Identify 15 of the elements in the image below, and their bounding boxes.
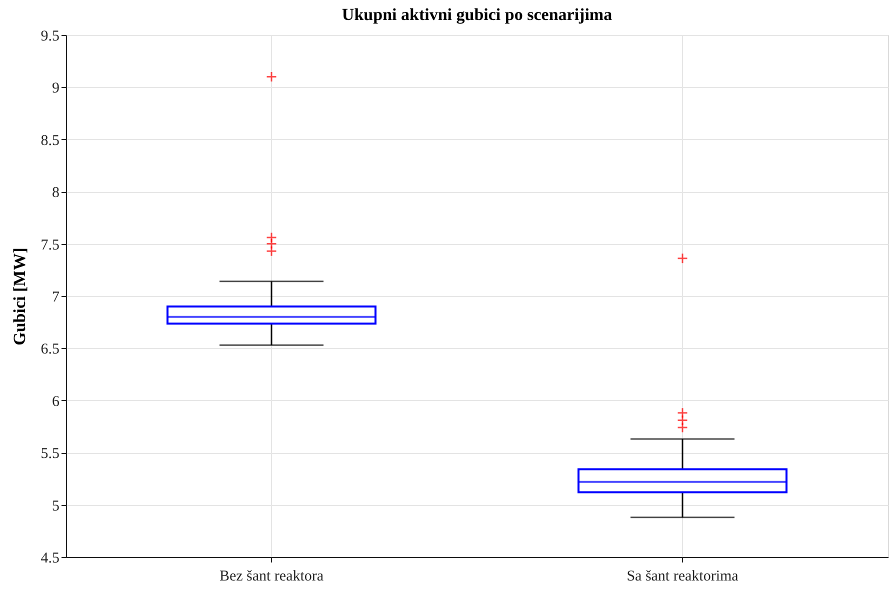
y-tick-label: 7.5: [40, 237, 60, 254]
chart-title: Ukupni aktivni gubici po scenarijima: [342, 5, 613, 24]
y-tick-label: 4.5: [40, 550, 60, 566]
y-axis-title: Gubici [MW]: [10, 248, 29, 346]
x-tick-label: Sa šant reaktorima: [626, 568, 739, 584]
y-tick-label: 8: [52, 185, 60, 202]
x-tick-label: Bez šant reaktora: [219, 568, 324, 584]
y-tick-label: 6.5: [40, 342, 60, 358]
y-tick-label: 5.5: [40, 446, 60, 462]
y-tick-label: 9.5: [40, 28, 60, 44]
y-tick-label: 6: [52, 394, 60, 410]
y-tick-label: 9: [52, 80, 60, 97]
y-tick-label: 8.5: [40, 132, 60, 149]
y-tick-label: 5: [52, 498, 60, 514]
y-tick-label: 7: [52, 290, 60, 306]
